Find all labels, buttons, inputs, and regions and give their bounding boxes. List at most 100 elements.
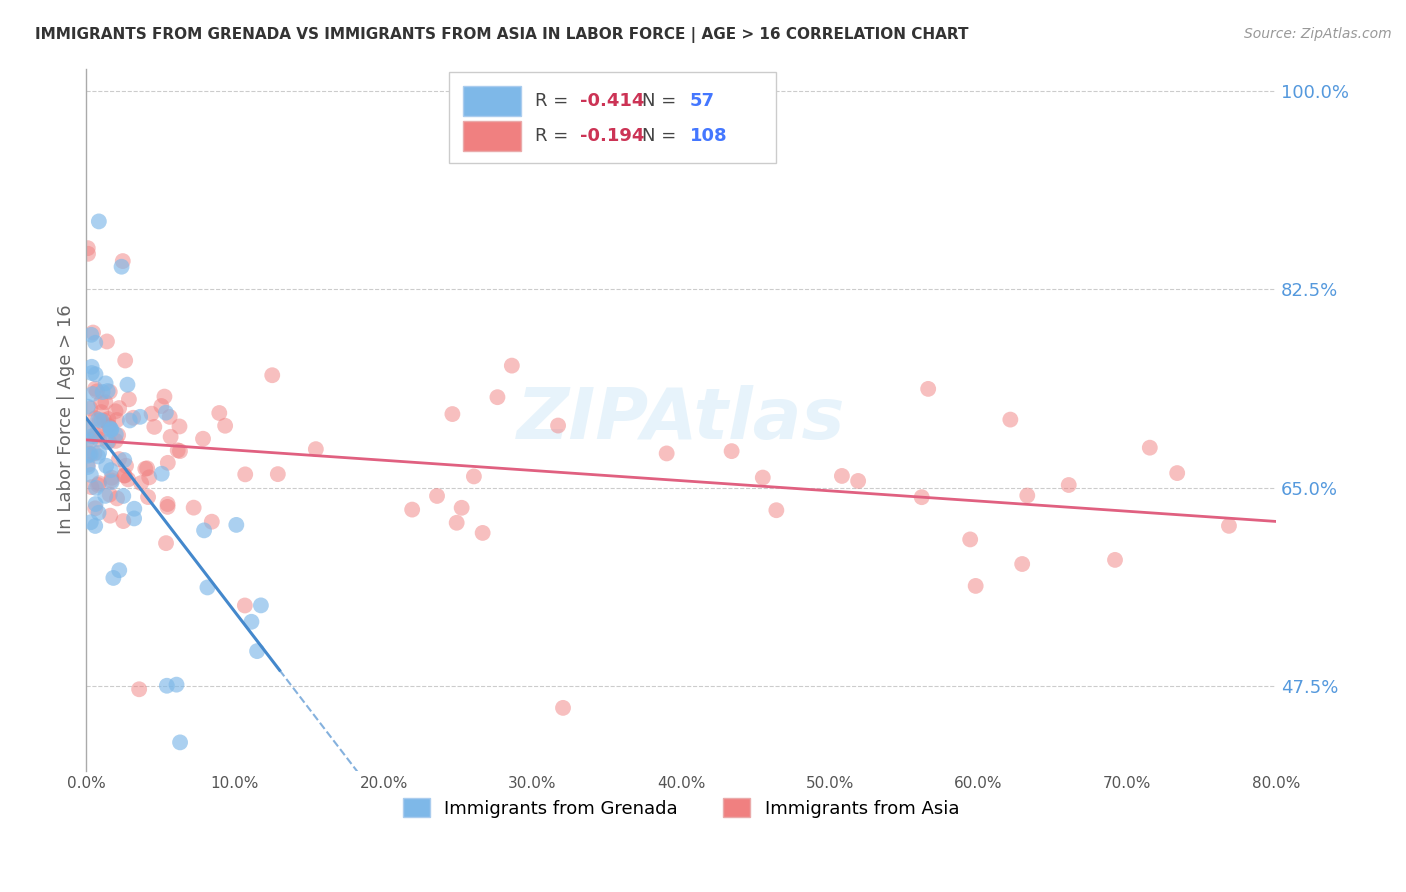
Point: [233, 467, 256, 482]
Point: [441, 407, 464, 421]
Text: 108: 108: [689, 127, 727, 145]
Point: [138, 470, 160, 484]
Point: [76, 423, 98, 437]
Point: [193, 524, 215, 538]
Point: [134, 461, 156, 475]
Point: [122, 511, 145, 525]
Point: [98, 508, 121, 523]
Point: [100, 423, 122, 437]
Point: [156, 456, 179, 470]
Point: [156, 679, 179, 693]
Point: [84, 368, 107, 382]
Point: [84, 481, 107, 495]
Point: [129, 476, 152, 491]
Point: [547, 418, 569, 433]
Point: [246, 644, 269, 658]
Point: [450, 500, 472, 515]
Point: [84, 382, 107, 396]
Point: [118, 392, 141, 407]
Point: [1011, 557, 1033, 571]
Point: [84, 497, 107, 511]
Point: [98, 419, 121, 434]
Point: [1000, 412, 1022, 426]
Point: [124, 501, 146, 516]
Point: [93, 413, 115, 427]
Point: [150, 399, 173, 413]
Point: [117, 472, 139, 486]
Point: [169, 419, 191, 434]
Point: [84, 427, 107, 442]
Point: [84, 411, 107, 425]
Point: [122, 410, 145, 425]
Point: [76, 400, 98, 414]
Text: -0.414: -0.414: [581, 92, 644, 110]
Point: [1139, 441, 1161, 455]
Point: [87, 214, 110, 228]
Point: [112, 468, 135, 483]
Point: [141, 407, 163, 421]
Point: [87, 432, 110, 446]
Point: [191, 432, 214, 446]
Point: [136, 490, 159, 504]
Point: [94, 489, 117, 503]
Point: [136, 461, 159, 475]
Point: [80, 515, 103, 529]
Text: R =: R =: [534, 92, 574, 110]
Point: [83, 446, 105, 460]
Point: [1166, 466, 1188, 480]
Point: [77, 247, 100, 261]
Point: [426, 489, 449, 503]
Point: [111, 254, 134, 268]
Point: [80, 327, 103, 342]
Point: [98, 421, 121, 435]
Point: [155, 536, 177, 550]
Point: [305, 442, 328, 457]
Point: [100, 422, 122, 436]
Point: [104, 404, 127, 418]
Point: [80, 480, 103, 494]
Point: [107, 428, 129, 442]
Point: [86, 384, 108, 399]
Point: [90, 405, 112, 419]
FancyBboxPatch shape: [464, 86, 520, 116]
Point: [463, 469, 485, 483]
Text: -0.194: -0.194: [581, 127, 644, 145]
Point: [169, 444, 191, 458]
Point: [159, 409, 181, 424]
Point: [87, 506, 110, 520]
Point: [166, 443, 188, 458]
Point: [183, 500, 205, 515]
Point: [86, 428, 108, 442]
Point: [96, 435, 118, 450]
Point: [104, 427, 127, 442]
Point: [84, 335, 107, 350]
Point: [250, 599, 273, 613]
Point: [112, 514, 135, 528]
Point: [108, 563, 131, 577]
Point: [655, 446, 678, 460]
Point: [82, 429, 104, 443]
Point: [76, 458, 98, 472]
Point: [208, 406, 231, 420]
Point: [108, 452, 131, 467]
Point: [959, 533, 981, 547]
Point: [110, 260, 132, 274]
Point: [117, 377, 139, 392]
Point: [87, 412, 110, 426]
Point: [197, 581, 219, 595]
Point: [80, 467, 103, 482]
Point: [79, 401, 101, 416]
Point: [911, 490, 934, 504]
Text: Source: ZipAtlas.com: Source: ZipAtlas.com: [1244, 27, 1392, 41]
Text: N =: N =: [643, 127, 682, 145]
Point: [112, 453, 135, 467]
Point: [105, 413, 128, 427]
Point: [77, 422, 100, 436]
Point: [94, 376, 117, 391]
Point: [166, 678, 188, 692]
Point: [128, 682, 150, 697]
Point: [98, 384, 121, 399]
Point: [91, 385, 114, 400]
Point: [240, 615, 263, 629]
Y-axis label: In Labor Force | Age > 16: In Labor Force | Age > 16: [58, 305, 75, 534]
